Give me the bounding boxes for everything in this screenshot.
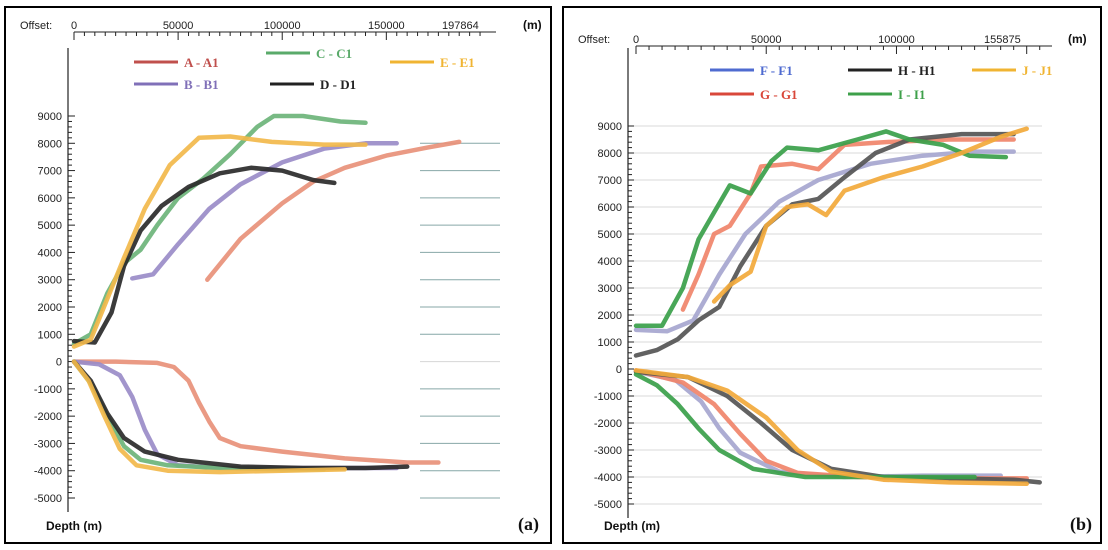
series-line-e-e1-lower (71, 359, 347, 475)
y-tick-label: 1000 (38, 329, 62, 341)
y-tick-label: 6000 (38, 193, 62, 205)
y-tick-label: -1000 (34, 384, 62, 396)
series-line-e-e1-upper (71, 134, 368, 349)
chart-b: Offset: 0 50000 100000 155875 (m)900080007000… (578, 32, 1092, 535)
chart-panel-b: Offset: 0 50000 100000 155875 (m) 9000 8000 7000… (562, 6, 1102, 544)
x-tick-label: 100000 (878, 34, 915, 46)
y-tick-label: 7000 (38, 166, 62, 178)
legend-label: D - D1 (320, 77, 356, 92)
y-tick-label: 9000 (38, 111, 62, 123)
series-line-d-d1-upper (71, 165, 337, 345)
unit-label: (m) (523, 18, 542, 32)
chart-panel-a: Offset: 0 50000 100000 150000 197864 (m) 9000 80… (4, 6, 552, 544)
y-tick-label: 4000 (598, 256, 622, 268)
x-tick-label: 100000 (264, 20, 301, 32)
series-line-i-i1-upper (633, 129, 1009, 329)
y-tick-label: 0 (616, 364, 622, 376)
y-tick-label: 2000 (38, 302, 62, 314)
y-tick-label: -2000 (34, 411, 62, 423)
legend-label: A - A1 (184, 55, 219, 70)
series-line-a-a1-lower (71, 359, 441, 465)
legend-label: H - H1 (898, 63, 936, 78)
y-tick-label: 1000 (598, 337, 622, 349)
legend-label: E - E1 (440, 55, 475, 70)
y-tick-label: 5000 (38, 220, 62, 232)
legend-label: B - B1 (184, 77, 219, 92)
x-end-label: 197864 (442, 20, 479, 32)
x-tick-label: 0 (633, 34, 639, 46)
y-tick-label: 8000 (598, 148, 622, 160)
legend-label: F - F1 (760, 63, 793, 78)
y-tick-label: 7000 (598, 175, 622, 187)
series-line-g-g1-upper (680, 137, 1016, 312)
y-tick-label: -5000 (594, 499, 622, 511)
series-line-f-f1-upper (633, 149, 1016, 334)
x-tick-label: 150000 (368, 20, 405, 32)
x-tick-label: 0 (71, 20, 77, 32)
chart-a: Offset: 0 50000 100000 150000 197864 (m)900080… (20, 18, 542, 535)
series-line-j-j1-lower (633, 368, 1029, 487)
depth-label: Depth (m) (604, 519, 660, 533)
series-line-j-j1-upper (711, 126, 1029, 304)
legend-label: C - C1 (316, 46, 352, 61)
x-end-label: 155875 (984, 34, 1021, 46)
panel-label: (b) (1070, 514, 1092, 535)
y-tick-label: -1000 (594, 391, 622, 403)
y-tick-label: -3000 (34, 438, 62, 450)
y-tick-label: -4000 (34, 466, 62, 478)
y-tick-label: -2000 (594, 418, 622, 430)
x-tick-label: 50000 (163, 20, 194, 32)
legend-label: J - J1 (1022, 63, 1052, 78)
y-tick-label: 6000 (598, 202, 622, 214)
legend-label: I - I1 (898, 87, 925, 102)
y-tick-label: -5000 (34, 493, 62, 505)
y-tick-label: 3000 (598, 283, 622, 295)
y-tick-label: 0 (56, 357, 62, 369)
offset-label: Offset: (20, 20, 52, 32)
unit-label: (m) (1068, 32, 1087, 46)
y-tick-label: 9000 (598, 121, 622, 133)
y-tick-label: -4000 (594, 472, 622, 484)
panel-label: (a) (518, 514, 539, 535)
y-tick-label: 8000 (38, 138, 62, 150)
legend-label: G - G1 (760, 87, 798, 102)
y-tick-label: 4000 (38, 247, 62, 259)
depth-label: Depth (m) (46, 519, 102, 533)
y-tick-label: 3000 (38, 275, 62, 287)
series-line-a-a1-upper (205, 139, 462, 282)
x-tick-label: 50000 (751, 34, 782, 46)
y-tick-label: 5000 (598, 229, 622, 241)
y-tick-label: 2000 (598, 310, 622, 322)
y-tick-label: -3000 (594, 445, 622, 457)
offset-label: Offset: (578, 34, 610, 46)
